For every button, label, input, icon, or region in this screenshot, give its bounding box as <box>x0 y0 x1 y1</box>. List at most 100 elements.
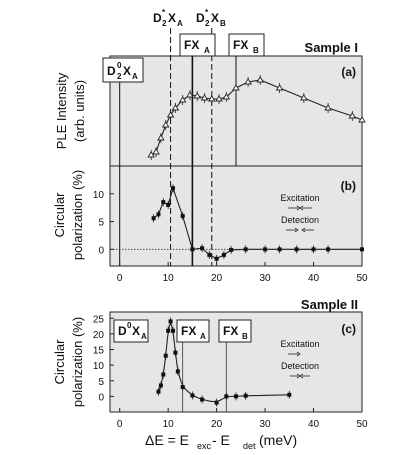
svg-text:2: 2 <box>117 72 122 81</box>
peak-label-d2sxb: D * 2 X B <box>196 8 226 28</box>
legend-detection-label: Detection <box>281 215 319 225</box>
tick-label-b-x: 40 <box>308 273 320 284</box>
svg-text:B: B <box>220 19 226 28</box>
svg-text:A: A <box>132 72 138 81</box>
polarization-b-point <box>161 200 166 205</box>
svg-text:X: X <box>168 11 176 25</box>
tick-label-b-x: 20 <box>211 273 223 284</box>
polarization-c-point <box>214 400 219 405</box>
svg-text:FX: FX <box>223 324 238 338</box>
polarization-b-point <box>311 247 316 252</box>
panel-c-label: (c) <box>341 322 356 336</box>
polarization-b-point <box>151 216 156 221</box>
peak-label-fxa-ii: FX A <box>176 319 210 343</box>
legend-detection-label: Detection <box>281 361 319 371</box>
polarization-c-point <box>243 393 248 398</box>
tick-label-b-y: 0 <box>98 245 104 256</box>
svg-text:- E: - E <box>212 432 230 448</box>
svg-text:A: A <box>200 332 206 341</box>
svg-text:(arb. units): (arb. units) <box>72 80 87 142</box>
svg-text:polarization (%): polarization (%) <box>70 170 85 260</box>
ple-point <box>275 84 284 91</box>
panel-c-ylabel: Circular <box>52 339 67 384</box>
polarization-c-point <box>224 394 229 399</box>
polarization-b-point <box>326 247 331 252</box>
ple-point <box>324 104 332 111</box>
tick-label-c-y: 10 <box>93 361 105 372</box>
polarization-c-point <box>156 389 161 394</box>
peak-label-fxa: FX A <box>179 33 216 57</box>
ple-point <box>157 134 165 141</box>
peak-label-d20xa: D 0 2 X A <box>102 57 144 83</box>
svg-text:FX: FX <box>233 38 248 52</box>
polarization-b-point <box>207 252 212 257</box>
svg-text:2: 2 <box>162 19 167 28</box>
tick-label-c-x: 0 <box>117 419 123 430</box>
polarization-b-point <box>294 247 299 252</box>
peak-label-fxb-ii: FX B <box>218 319 252 343</box>
x-axis-label: ΔE = E exc - E det (meV) <box>145 432 297 451</box>
panel-c-ylabel-units: polarization (%) <box>70 317 85 407</box>
polarization-b-point <box>200 246 205 251</box>
series-polarization-sample-ii <box>156 317 292 407</box>
tick-label-b-y: 10 <box>93 190 105 201</box>
svg-text:Circular: Circular <box>52 339 67 384</box>
svg-text:0: 0 <box>117 61 122 70</box>
axis-ticks: 0 10 20 30 40 50 0 5 10 0 10 20 30 40 50 0 5 10 15 20 25 <box>93 190 368 430</box>
panel-b-label: (b) <box>341 179 356 193</box>
ple-point <box>166 111 175 118</box>
ple-point <box>207 95 216 102</box>
tick-label-b-x: 50 <box>356 273 368 284</box>
ple-point <box>147 151 155 158</box>
svg-text:D: D <box>196 11 205 25</box>
tick-label-c-y: 5 <box>98 377 104 388</box>
ple-point <box>232 84 240 91</box>
svg-text:FX: FX <box>181 324 196 338</box>
svg-text:D: D <box>118 324 127 338</box>
svg-text:FX: FX <box>184 38 199 52</box>
svg-text:X: X <box>123 64 131 78</box>
polarization-c-point <box>175 369 180 374</box>
ple-point <box>193 92 202 99</box>
svg-text:B: B <box>253 46 259 55</box>
svg-text:2: 2 <box>205 19 210 28</box>
svg-text:polarization (%): polarization (%) <box>70 317 85 407</box>
polarization-c-point <box>287 392 292 397</box>
polarization-c-point <box>200 397 205 402</box>
svg-text:D: D <box>107 64 116 78</box>
polarization-b-point <box>166 202 171 207</box>
peak-label-fxb: FX B <box>228 33 265 57</box>
polarization-c-point <box>180 385 185 389</box>
svg-text:Circular: Circular <box>52 192 67 237</box>
series-ple-intensity <box>147 75 366 160</box>
tick-label-c-y: 25 <box>93 314 105 325</box>
panel-b-frame <box>109 165 363 267</box>
panel-c-legend: Excitation Detection <box>280 339 320 379</box>
ple-point <box>300 94 308 101</box>
polarization-b-point <box>214 256 219 261</box>
svg-text:X: X <box>211 11 219 25</box>
polarization-c-point <box>163 353 168 358</box>
svg-text:X: X <box>132 324 140 338</box>
arrow-right-icon <box>296 351 301 357</box>
polarization-c-point <box>190 393 195 398</box>
tick-label-c-x: 50 <box>356 419 368 430</box>
ple-point <box>358 116 366 123</box>
polarization-b-point <box>156 212 161 217</box>
peak-label-d2sxa: D * 2 X A <box>153 8 183 28</box>
panel-a-ylabel-units: (arb. units) <box>72 80 87 142</box>
svg-text:A: A <box>177 19 183 28</box>
panel-a-label: (a) <box>341 65 356 79</box>
polarization-c-point <box>168 319 173 324</box>
ple-point <box>244 78 252 85</box>
tick-label-b-y: 5 <box>98 218 104 229</box>
polarization-c-point <box>166 328 171 333</box>
tick-label-c-y: 15 <box>93 346 105 357</box>
svg-text:(meV): (meV) <box>259 432 297 448</box>
arrow-right-icon <box>294 227 299 233</box>
svg-text:*: * <box>205 8 209 17</box>
polarization-c-point <box>234 394 238 399</box>
tick-label-b-x: 0 <box>117 273 123 284</box>
svg-text:0: 0 <box>127 321 132 330</box>
ple-point <box>256 76 265 83</box>
